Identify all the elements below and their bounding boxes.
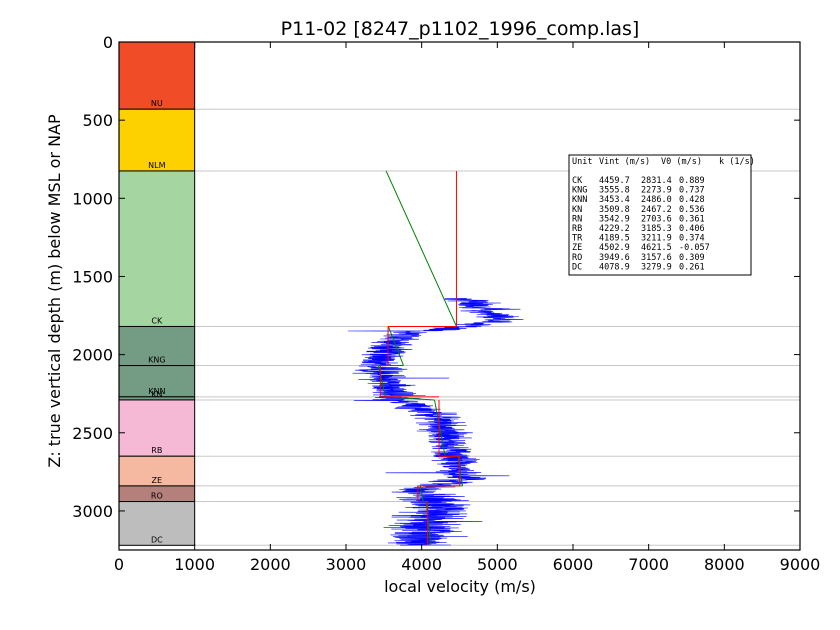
legend-cell: 4229.2 <box>599 224 630 234</box>
legend-cell: 3185.3 <box>641 224 672 234</box>
legend-box: Unit Vint (m/s) V0 (m/s) k (1/s) CK 4459.7 283… <box>568 154 755 276</box>
trend-segment <box>385 170 457 327</box>
legend-header-cell: V0 (m/s) <box>661 157 702 167</box>
y-tick-label: 0 <box>103 33 113 52</box>
y-tick-label: 1000 <box>72 189 113 208</box>
sonic-log-series <box>347 298 524 546</box>
legend-cell: 3157.6 <box>641 253 672 263</box>
legend-cell: 2831.4 <box>641 176 672 186</box>
unit-rect-ze <box>118 455 196 487</box>
unit-label: DC <box>151 535 163 544</box>
legend-cell: 0.261 <box>679 262 705 272</box>
legend-cell: 4502.9 <box>599 243 630 253</box>
legend-cell: 0.406 <box>679 224 705 234</box>
legend-cell: 2273.9 <box>641 186 672 196</box>
legend-header-cell: k (1/s) <box>719 157 755 167</box>
sonic-log-line <box>347 298 524 546</box>
trend-segment <box>457 456 464 486</box>
x-tick-label: 1000 <box>174 555 215 574</box>
legend-cell: TR <box>572 234 583 244</box>
trend-segment <box>425 501 432 546</box>
legend-cell: CK <box>572 176 583 186</box>
x-tick-label: 8000 <box>704 555 745 574</box>
unit-rect-nu <box>118 41 196 110</box>
legend-cell: 0.374 <box>679 234 705 244</box>
legend-cell: 3949.6 <box>599 253 630 263</box>
legend-cell: 0.889 <box>679 176 705 186</box>
trend-connector <box>385 396 435 401</box>
legend-cell: 4621.5 <box>641 243 672 253</box>
legend-cell: 3509.8 <box>599 205 630 215</box>
plot-frame <box>118 41 801 551</box>
legend-frame <box>568 154 752 276</box>
interval-velocity-series <box>379 170 461 546</box>
legend-cell: 0.309 <box>679 253 705 263</box>
y-tick-label: 2000 <box>72 346 113 365</box>
trend-segment <box>419 485 424 502</box>
y-tick-label: 2500 <box>72 424 113 443</box>
unit-label: KNG <box>148 356 165 365</box>
unit-label: KN <box>151 390 162 399</box>
legend-header-cell: Unit <box>572 157 592 167</box>
legend-cell: 4459.7 <box>599 176 630 186</box>
unit-label: ZE <box>152 476 163 485</box>
legend-cell: 0.737 <box>679 186 705 196</box>
unit-label: CK <box>151 316 163 325</box>
y-tick-label: 1500 <box>72 267 113 286</box>
unit-label: NLM <box>148 161 165 170</box>
unit-rect-ck <box>118 170 196 327</box>
x-tick-label: 0 <box>114 555 124 574</box>
y-tick-label: 500 <box>82 111 113 130</box>
trend-segment <box>378 365 386 397</box>
x-tick-label: 3000 <box>326 555 367 574</box>
trend-segment <box>387 326 404 366</box>
unit-rect-knn <box>118 365 196 398</box>
y-tick-label: 3000 <box>72 502 113 521</box>
trend-segment <box>434 399 446 457</box>
legend-cell: 2467.2 <box>641 205 672 215</box>
legend-cell: RN <box>572 214 582 224</box>
unit-label: RB <box>151 446 162 455</box>
legend-cell: KNN <box>572 195 587 205</box>
x-axis-label: local velocity (m/s) <box>384 577 536 596</box>
legend-cell: 3542.9 <box>599 214 630 224</box>
legend-cell: KN <box>572 205 582 215</box>
legend-cell: RO <box>572 253 582 263</box>
legend-cell: KNG <box>572 186 587 196</box>
legend-cell: RB <box>572 224 582 234</box>
x-tick-label: 5000 <box>477 555 518 574</box>
legend-cell: 3279.9 <box>641 262 672 272</box>
unit-label: KNN <box>148 387 165 396</box>
legend-cell: DC <box>572 262 582 272</box>
legend-cell: 0.428 <box>679 195 705 205</box>
x-tick-label: 2000 <box>250 555 291 574</box>
unit-label: RO <box>151 492 163 501</box>
legend-cell: 0.361 <box>679 214 705 224</box>
x-tick-label: 7000 <box>628 555 669 574</box>
legend-cell: 3453.4 <box>599 195 630 205</box>
axes: 0 1000 2000 3000 4000 5000 6000 7000 8000 9000 0 50… <box>72 33 820 574</box>
legend-cell: 0.536 <box>679 205 705 215</box>
legend-cell: 3555.8 <box>599 186 630 196</box>
x-tick-label: 4000 <box>401 555 442 574</box>
unit-rect-nlm <box>118 108 196 172</box>
x-tick-label: 9000 <box>780 555 821 574</box>
legend-cell: 2486.0 <box>641 195 672 205</box>
unit-label: NU <box>151 99 163 108</box>
legend-cell: 3211.9 <box>641 234 672 244</box>
legend-cell: 4078.9 <box>599 262 630 272</box>
legend-cell: ZE <box>572 243 582 253</box>
unit-rect-rb <box>118 399 196 457</box>
legend-header-cell: Vint (m/s) <box>599 157 650 167</box>
x-tick-label: 6000 <box>553 555 594 574</box>
unit-rect-dc <box>118 501 196 546</box>
legend-cell: 2703.6 <box>641 214 672 224</box>
y-axis-label: Z: true vertical depth (m) below MSL or … <box>45 114 64 468</box>
chart-title: P11-02 [8247_p1102_1996_comp.las] <box>281 18 640 40</box>
legend-cell: 4189.5 <box>599 234 630 244</box>
legend-cell: -0.057 <box>679 243 710 253</box>
